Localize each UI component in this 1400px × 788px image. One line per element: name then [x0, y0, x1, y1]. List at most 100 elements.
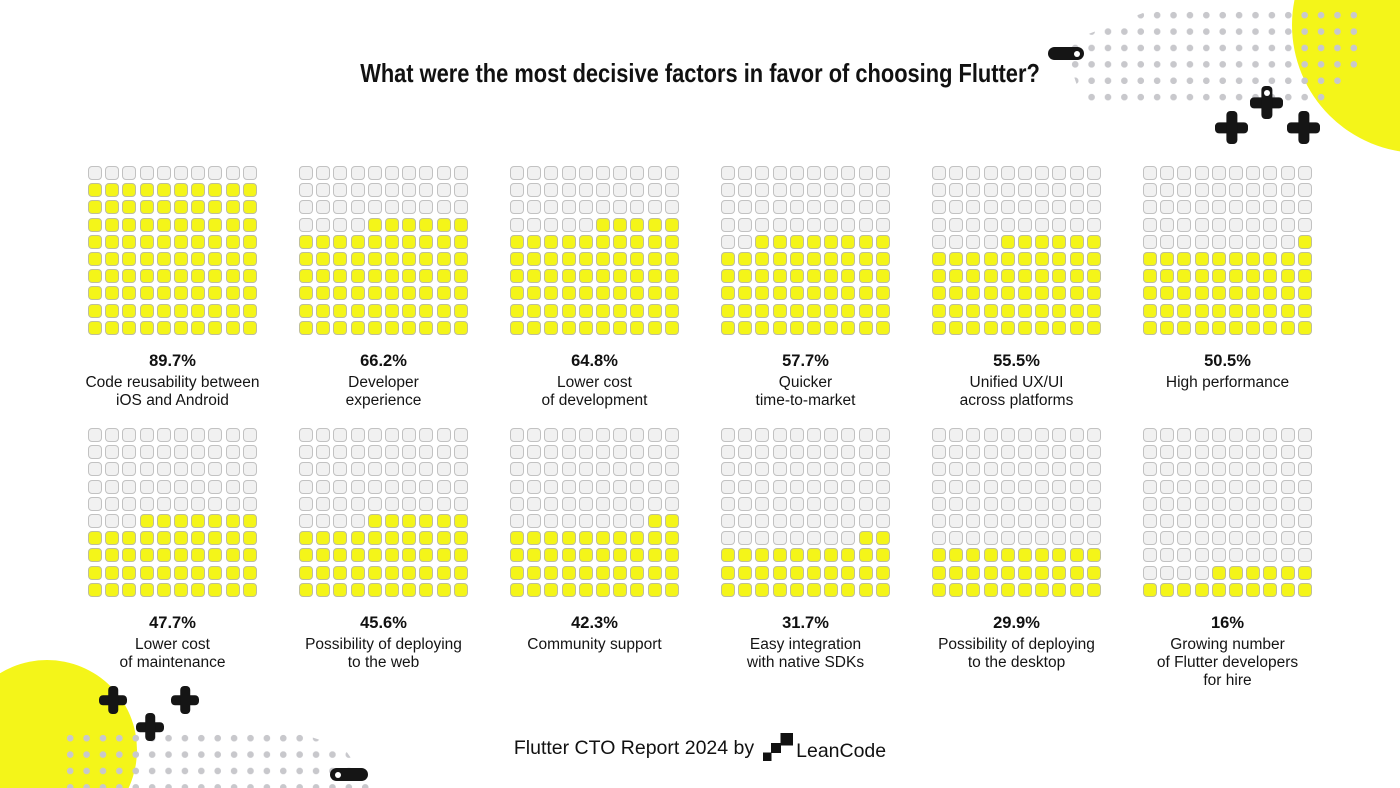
waffle-cell-filled — [561, 286, 576, 301]
waffle-cell-filled — [156, 582, 171, 597]
waffle-cell-filled — [721, 303, 736, 318]
waffle-cell-filled — [772, 234, 787, 249]
waffle-cell-empty — [1263, 462, 1278, 477]
waffle-cell-filled — [949, 251, 964, 266]
waffle-cell-empty — [932, 200, 947, 215]
waffle-cell-empty — [1018, 531, 1033, 546]
waffle-cell-filled — [1211, 303, 1226, 318]
waffle-cell-filled — [1297, 251, 1312, 266]
waffle-cell-filled — [932, 251, 947, 266]
waffle-cell-filled — [561, 531, 576, 546]
waffle-cell-empty — [1280, 183, 1295, 198]
waffle-cell-empty — [436, 479, 451, 494]
waffle-cell-filled — [772, 251, 787, 266]
waffle-cell-filled — [738, 251, 753, 266]
waffle-cell-empty — [824, 200, 839, 215]
waffle-cell-empty — [105, 462, 120, 477]
waffle-cell-filled — [807, 303, 822, 318]
waffle-cell-empty — [1211, 166, 1226, 180]
waffle-cell-filled — [316, 582, 331, 597]
waffle-cell-filled — [858, 531, 873, 546]
waffle-cell-empty — [1194, 217, 1209, 232]
waffle-cell-filled — [156, 548, 171, 563]
waffle-cell-filled — [367, 565, 382, 580]
waffle-cell-empty — [613, 166, 628, 180]
waffle-cell-empty — [1160, 234, 1175, 249]
waffle-cell-filled — [824, 269, 839, 284]
waffle-cell-filled — [225, 565, 240, 580]
waffle-cell-empty — [1018, 496, 1033, 511]
waffle-cell-empty — [316, 479, 331, 494]
waffle-cell-filled — [225, 200, 240, 215]
waffle-cell-empty — [1086, 496, 1101, 511]
waffle-cell-filled — [578, 548, 593, 563]
waffle-cell-filled — [225, 286, 240, 301]
waffle-cell-filled — [875, 582, 890, 597]
waffle-cell-filled — [105, 548, 120, 563]
waffle-cell-filled — [1069, 303, 1084, 318]
waffle-cell-filled — [436, 320, 451, 335]
waffle-caption: Growing number of Flutter developers for… — [1156, 635, 1299, 689]
waffle-cell-empty — [316, 513, 331, 528]
waffle-cell-filled — [647, 234, 662, 249]
waffle-cell-empty — [1160, 217, 1175, 232]
waffle-cell-empty — [510, 217, 525, 232]
waffle-cell-filled — [1018, 286, 1033, 301]
waffle-cell-filled — [385, 269, 400, 284]
waffle-cell-filled — [1160, 286, 1175, 301]
waffle-cell-empty — [1229, 428, 1244, 442]
waffle-cell-filled — [122, 183, 137, 198]
waffle-cell-empty — [191, 496, 206, 511]
waffle-cell-empty — [738, 428, 753, 442]
waffle-cell-empty — [578, 445, 593, 460]
waffle-cell-empty — [561, 200, 576, 215]
waffle-cell-filled — [1018, 582, 1033, 597]
charts-row-2: 47.7% Lower cost of maintenance 45.6% Possi… — [0, 428, 1400, 690]
waffle-cell-empty — [1143, 462, 1158, 477]
waffle-cell-filled — [613, 217, 628, 232]
waffle-cell-filled — [1297, 234, 1312, 249]
waffle-cell-empty — [333, 200, 348, 215]
waffle-cell-empty — [333, 166, 348, 180]
waffle-cell-empty — [561, 183, 576, 198]
waffle-cell-empty — [824, 428, 839, 442]
waffle-cell-filled — [122, 582, 137, 597]
waffle-cell-empty — [385, 183, 400, 198]
waffle-cell-filled — [242, 513, 257, 528]
waffle-cell-filled — [1086, 582, 1101, 597]
waffle-cell-filled — [875, 303, 890, 318]
waffle-cell-filled — [596, 234, 611, 249]
waffle-cell-empty — [647, 445, 662, 460]
waffle-cell-filled — [647, 582, 662, 597]
waffle-cell-filled — [824, 286, 839, 301]
waffle-cell-filled — [664, 548, 679, 563]
waffle-cell-filled — [402, 565, 417, 580]
waffle-cell-empty — [453, 183, 468, 198]
waffle-cell-filled — [841, 565, 856, 580]
waffle-cell-empty — [983, 217, 998, 232]
waffle-cell-filled — [630, 531, 645, 546]
waffle-cell-filled — [721, 320, 736, 335]
waffle-cell-filled — [385, 303, 400, 318]
waffle-cell-filled — [208, 582, 223, 597]
waffle-cell-empty — [1160, 183, 1175, 198]
waffle-cell-empty — [875, 428, 890, 442]
waffle-cell-empty — [841, 166, 856, 180]
waffle-cell-empty — [1263, 183, 1278, 198]
waffle-cell-filled — [156, 183, 171, 198]
waffle-cell-empty — [721, 479, 736, 494]
waffle-cell-filled — [932, 582, 947, 597]
waffle-cell-empty — [527, 445, 542, 460]
waffle-cell-filled — [858, 286, 873, 301]
waffle-chart: 45.6% Possibility of deploying to the web — [298, 428, 470, 690]
waffle-cell-empty — [174, 496, 189, 511]
waffle-cell-empty — [578, 217, 593, 232]
waffle-cell-filled — [1263, 582, 1278, 597]
waffle-cell-filled — [122, 286, 137, 301]
waffle-cell-filled — [1018, 234, 1033, 249]
waffle-cell-empty — [1280, 428, 1295, 442]
waffle-cell-empty — [1035, 445, 1050, 460]
waffle-cell-empty — [578, 513, 593, 528]
waffle-value-label: 55.5% — [993, 351, 1040, 370]
waffle-cell-filled — [299, 303, 314, 318]
